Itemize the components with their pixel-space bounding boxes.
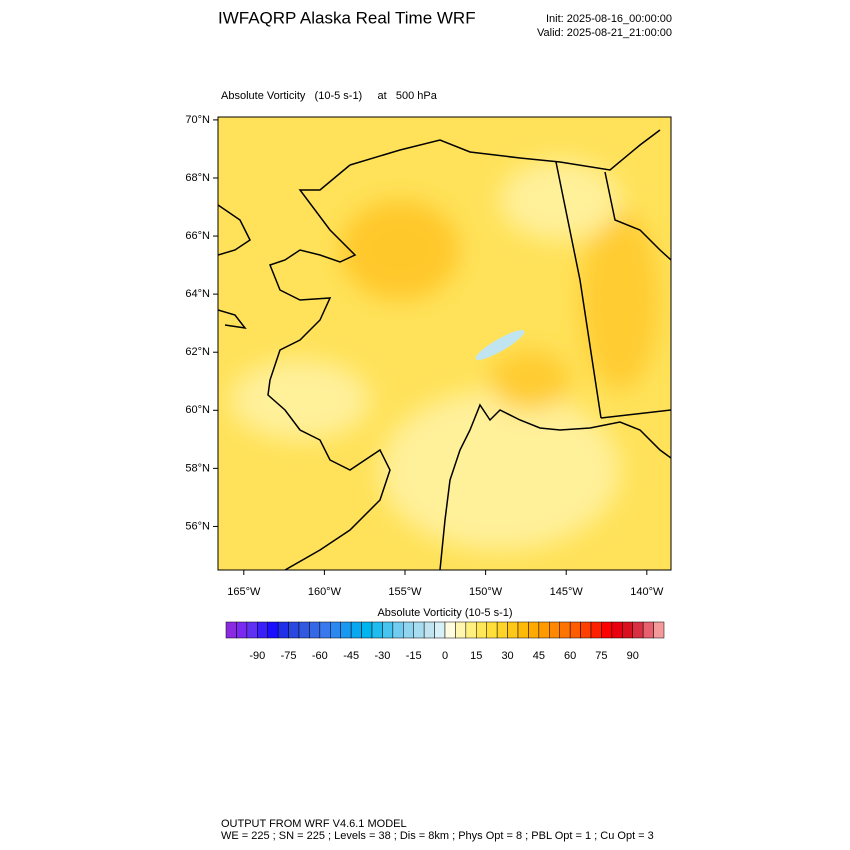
colorbar-box	[423, 621, 435, 639]
colorbar-box	[569, 621, 581, 639]
colorbar-box	[246, 621, 258, 639]
colorbar-box	[371, 621, 383, 639]
lon-label: 165°W	[227, 586, 261, 598]
colorbar-box	[653, 621, 665, 639]
colorbar-box	[298, 621, 310, 639]
lat-label: 58°N	[185, 462, 210, 474]
title: IWFAQRP Alaska Real Time WRF	[218, 8, 476, 27]
colorbar-label: -30	[374, 650, 390, 662]
colorbar-box	[538, 621, 550, 639]
colorbar-box	[236, 621, 248, 639]
colorbar-box	[549, 621, 560, 639]
lon-label: 160°W	[308, 586, 342, 598]
colorbar-box	[257, 621, 268, 639]
colorbar-label: 75	[595, 650, 607, 662]
colorbar-label: -45	[343, 650, 359, 662]
lon-label: 145°W	[550, 586, 584, 598]
colorbar-box	[444, 621, 456, 639]
lon-label: 140°W	[630, 586, 664, 598]
footer-line: OUTPUT FROM WRF V4.6.1 MODEL	[221, 818, 407, 830]
colorbar-label: 90	[627, 650, 639, 662]
lat-label: 62°N	[185, 346, 210, 358]
lon-label: 150°W	[469, 586, 503, 598]
lat-label: 70°N	[185, 114, 210, 126]
colorbar-box	[580, 621, 592, 639]
colorbar-box	[382, 621, 394, 639]
colorbar-title: Absolute Vorticity (10-5 s-1)	[377, 607, 512, 619]
colorbar-box	[486, 621, 498, 639]
colorbar-box	[319, 621, 331, 639]
colorbar-label: 60	[564, 650, 576, 662]
colorbar-label: -60	[312, 650, 328, 662]
colorbar-box	[517, 621, 529, 639]
init-time: Init: 2025-08-16_00:00:00	[546, 13, 672, 25]
colorbar-box	[309, 621, 321, 639]
colorbar-box	[267, 621, 279, 639]
colorbar-box	[350, 621, 362, 639]
lat-label: 60°N	[185, 404, 210, 416]
colorbar-box	[559, 621, 571, 639]
colorbar-label: 0	[442, 650, 448, 662]
colorbar-box	[476, 621, 487, 639]
colorbar-label: -90	[249, 650, 265, 662]
colorbar-label: 30	[501, 650, 513, 662]
subtitle: Absolute Vorticity (10-5 s-1) at 500 hPa	[221, 90, 438, 102]
valid-time: Valid: 2025-08-21_21:00:00	[537, 27, 672, 39]
colorbar-box	[496, 621, 508, 639]
colorbar-label: -15	[406, 650, 422, 662]
colorbar-box	[611, 621, 623, 639]
colorbar-box	[361, 621, 373, 639]
colorbar-label: 15	[470, 650, 482, 662]
colorbar-box	[330, 621, 341, 639]
colorbar-box	[403, 621, 414, 639]
colorbar-box	[392, 621, 404, 639]
colorbar-box	[434, 621, 446, 639]
colorbar-box	[632, 621, 644, 639]
colorbar-box	[590, 621, 602, 639]
colorbar-box	[288, 621, 300, 639]
footer-line: WE = 225 ; SN = 225 ; Levels = 38 ; Dis …	[221, 830, 654, 842]
colorbar-label: -75	[281, 650, 297, 662]
map-field	[217, 116, 672, 571]
colorbar-box	[622, 621, 633, 639]
colorbar-box	[528, 621, 540, 639]
colorbar-box	[507, 621, 519, 639]
colorbar-label: 45	[533, 650, 545, 662]
lat-label: 68°N	[185, 172, 210, 184]
colorbar-box	[465, 621, 477, 639]
colorbar-box	[413, 621, 425, 639]
colorbar-box	[455, 621, 467, 639]
colorbar-box	[642, 621, 654, 639]
lon-label: 155°W	[388, 586, 422, 598]
lat-label: 66°N	[185, 230, 210, 242]
colorbar-box	[225, 621, 237, 639]
colorbar-box	[340, 621, 352, 639]
lat-label: 64°N	[185, 288, 210, 300]
lat-label: 56°N	[185, 520, 210, 532]
colorbar-box	[601, 621, 613, 639]
colorbar-box	[277, 621, 289, 639]
